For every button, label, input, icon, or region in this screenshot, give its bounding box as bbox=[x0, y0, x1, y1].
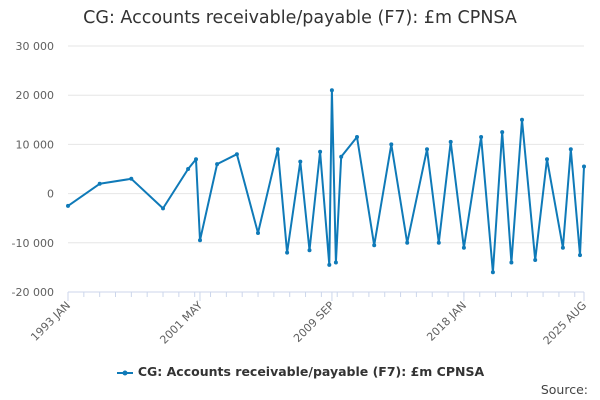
grid-lines bbox=[68, 45, 584, 293]
data-point bbox=[509, 260, 514, 265]
data-point bbox=[560, 245, 565, 250]
series-path bbox=[67, 89, 585, 274]
data-point bbox=[568, 147, 573, 152]
data-point bbox=[298, 159, 303, 164]
data-point bbox=[129, 176, 134, 181]
data-point bbox=[500, 130, 505, 135]
data-point bbox=[194, 157, 198, 162]
y-tick-label: -20 000 bbox=[12, 286, 54, 299]
data-point bbox=[256, 231, 260, 235]
data-point bbox=[436, 240, 441, 245]
legend[interactable]: CG: Accounts receivable/payable (F7): £m… bbox=[0, 364, 600, 379]
data-point bbox=[186, 167, 191, 171]
data-point bbox=[318, 149, 323, 154]
data-point bbox=[198, 238, 202, 243]
data-point bbox=[533, 258, 538, 262]
data-point bbox=[275, 147, 280, 152]
data-point bbox=[582, 164, 586, 169]
data-point bbox=[405, 240, 410, 245]
x-tick-label: 1993 JAN bbox=[28, 299, 73, 344]
data-point bbox=[389, 142, 394, 147]
data-point bbox=[161, 206, 165, 211]
chart-title: CG: Accounts receivable/payable (F7): £m… bbox=[83, 8, 517, 28]
data-point bbox=[329, 88, 334, 93]
legend-series-icon bbox=[116, 370, 133, 375]
y-tick-label: 20 000 bbox=[16, 89, 55, 102]
source-label: Source: bbox=[540, 382, 588, 397]
data-point bbox=[461, 245, 466, 250]
data-point bbox=[355, 135, 359, 139]
x-tick-label: 2009 SEP bbox=[291, 299, 337, 345]
y-axis-ticks: 30 000 20 000 10 000 0 -10 000 -20 000 bbox=[12, 40, 54, 299]
data-point bbox=[545, 157, 549, 162]
x-tick-label: 2025 AUG bbox=[541, 299, 590, 348]
y-tick-label: -10 000 bbox=[12, 237, 54, 250]
x-tick-label: 2018 JAN bbox=[424, 299, 469, 344]
data-point bbox=[327, 262, 332, 267]
data-point bbox=[234, 152, 239, 157]
x-axis: 1993 JAN 2001 MAY 2009 SEP 2018 JAN 2025 AUG bbox=[28, 291, 590, 348]
data-point bbox=[479, 135, 484, 139]
y-tick-label: 0 bbox=[47, 188, 54, 201]
data-point bbox=[333, 260, 338, 265]
y-tick-label: 10 000 bbox=[16, 138, 55, 151]
data-point bbox=[520, 117, 524, 122]
data-point bbox=[307, 248, 312, 253]
data-point bbox=[66, 203, 70, 208]
data-point bbox=[490, 270, 495, 275]
data-point bbox=[215, 162, 220, 167]
data-point bbox=[339, 154, 344, 159]
x-tick-label: 2001 MAY bbox=[157, 299, 205, 347]
data-point bbox=[425, 147, 429, 152]
data-point bbox=[448, 139, 453, 144]
data-point bbox=[285, 250, 290, 255]
series-line bbox=[66, 88, 586, 275]
data-point bbox=[372, 243, 377, 248]
data-point bbox=[578, 253, 582, 258]
data-point bbox=[97, 181, 102, 186]
y-tick-label: 30 000 bbox=[16, 40, 55, 53]
legend-series-label: CG: Accounts receivable/payable (F7): £m… bbox=[137, 364, 485, 379]
